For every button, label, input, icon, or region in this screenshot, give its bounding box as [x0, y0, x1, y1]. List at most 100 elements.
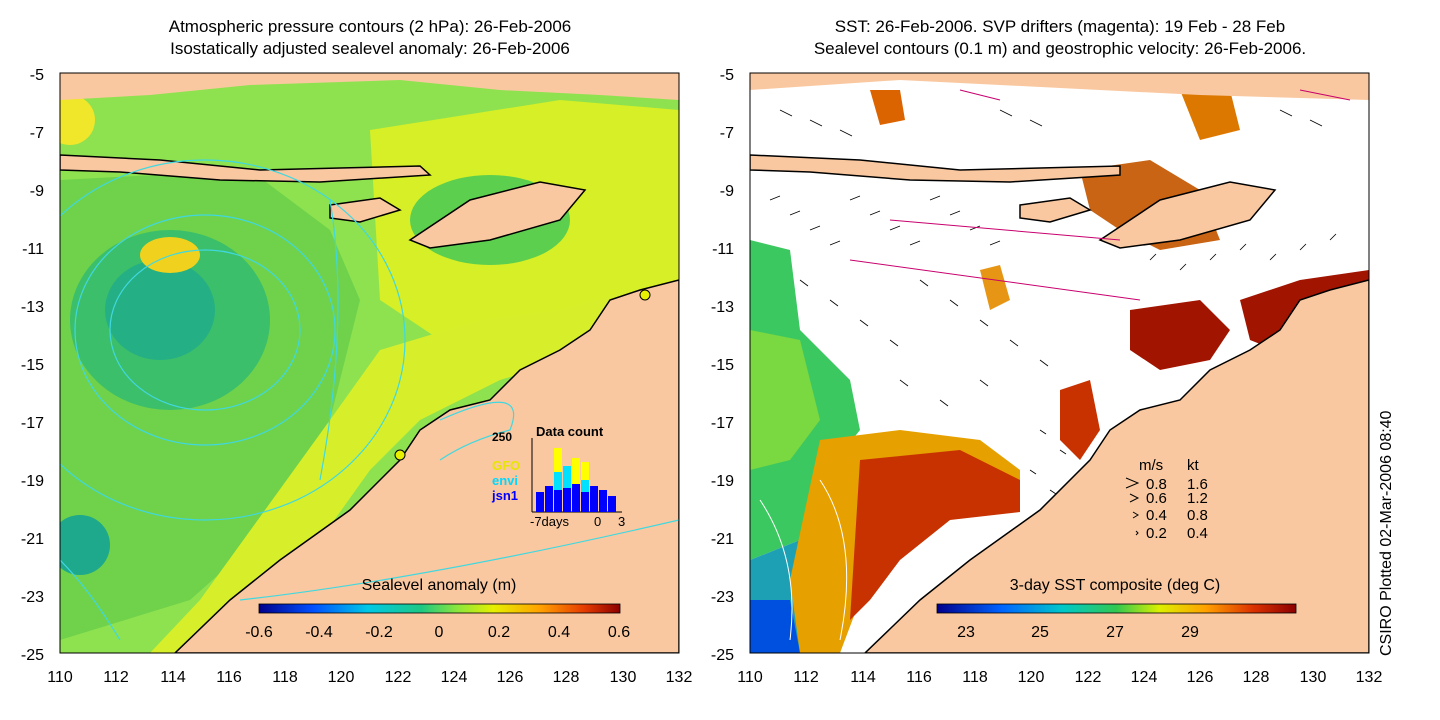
y-tick-label: -17 [21, 415, 44, 432]
y-tick-label: -21 [21, 531, 44, 548]
inset-legend-envi: envi [492, 473, 518, 488]
y-tick-label: -9 [30, 183, 44, 200]
inset-xtick-start: -7days [530, 514, 570, 529]
sla-colorbar-tick: 0 [435, 624, 444, 641]
timor-island-right [1098, 181, 1277, 249]
right-map-frame [749, 72, 1370, 654]
sst-mid-patch [980, 265, 1010, 310]
sealevel-contours [759, 479, 848, 641]
x-tick-label: 124 [1131, 669, 1158, 686]
y-tick-label: -19 [21, 473, 44, 490]
x-tick-label: 112 [793, 669, 819, 686]
sla-eddy-core [105, 260, 215, 360]
sla-colorbar: Sealevel anomaly (m) -0.6 -0.4 -0.2 0 0.… [245, 577, 630, 641]
sla-colorbar-tick: -0.2 [365, 624, 393, 641]
right-title-line1: SST: 26-Feb-2006. SVP drifters (magenta)… [834, 17, 1286, 36]
sla-north-high [60, 95, 95, 145]
x-tick-label: 118 [272, 669, 298, 686]
x-tick-label: 132 [1356, 669, 1383, 686]
svp-drifter-tracks [849, 89, 1351, 301]
y-tick-label: -5 [30, 67, 44, 84]
left-y-axis-labels: -5 -7 -9 -11 -13 -15 -17 -19 -21 -23 -25 [21, 67, 44, 664]
sst-southwest-coldest [750, 600, 800, 653]
y-tick-label: -17 [711, 415, 734, 432]
inset-legend-jsn1: jsn1 [491, 488, 518, 503]
speed-arrow-icon [1129, 493, 1140, 503]
x-tick-label: 110 [737, 669, 763, 686]
right-title-line2: Sealevel contours (0.1 m) and geostrophi… [813, 39, 1307, 58]
sst-colorbar: 3-day SST composite (deg C) 23 25 27 29 [936, 577, 1297, 641]
right-map-title: SST: 26-Feb-2006. SVP drifters (magenta)… [720, 16, 1400, 60]
sst-shelf-warm [850, 450, 1020, 620]
tide-gauge-marker [394, 449, 406, 461]
speed-kt-value: 0.8 [1187, 507, 1208, 524]
right-x-axis-labels: 110 112 114 116 118 120 122 124 126 128 … [737, 669, 1382, 686]
y-tick-label: -7 [30, 125, 44, 142]
data-count-inset: Data count 250 GFO envi jsn1 -7days 0 3 [491, 424, 625, 529]
x-tick-label: 130 [610, 669, 637, 686]
sealevel-anomaly-map [60, 73, 679, 653]
plot-credit-note: CSIRO Plotted 02-Mar-2006 08:40 [1378, 410, 1395, 656]
y-tick-label: -15 [21, 357, 44, 374]
java-land-right [750, 73, 1369, 100]
tide-gauge-marker [639, 289, 651, 301]
sla-colorbar-title: Sealevel anomaly (m) [362, 577, 517, 594]
x-tick-label: 126 [497, 669, 524, 686]
x-tick-label: 120 [328, 669, 355, 686]
sla-colorbar-tick: 0.4 [548, 624, 570, 641]
lesser-sunda-islands [60, 154, 432, 183]
speed-header-ms: m/s [1139, 457, 1163, 474]
x-tick-label: 112 [103, 669, 129, 686]
left-x-axis-labels: 110 112 114 116 118 120 122 124 126 128 … [47, 669, 692, 686]
sst-west-inner [750, 330, 820, 470]
y-tick-label: -7 [720, 125, 734, 142]
y-tick-label: -15 [711, 357, 734, 374]
sst-north-patch [870, 90, 905, 125]
y-tick-label: -25 [711, 647, 734, 664]
sst-colorbar-tick: 27 [1106, 624, 1124, 641]
left-map-frame [59, 72, 680, 654]
y-tick-label: -11 [712, 241, 734, 258]
speed-arrow-icon [1135, 530, 1139, 536]
y-tick-label: -23 [711, 589, 734, 606]
x-tick-label: 120 [1018, 669, 1045, 686]
sst-colorbar-tick: 29 [1181, 624, 1199, 641]
x-tick-label: 122 [385, 669, 412, 686]
left-title-line2: Isostatically adjusted sealevel anomaly:… [170, 39, 570, 58]
speed-ms-value: 0.8 [1146, 476, 1167, 493]
pressure-contours [60, 159, 679, 641]
y-tick-label: -13 [21, 299, 44, 316]
y-tick-label: -25 [21, 647, 44, 664]
sumba-island [329, 197, 402, 223]
x-tick-label: 124 [441, 669, 468, 686]
y-tick-label: -13 [711, 299, 734, 316]
x-tick-label: 128 [1243, 669, 1270, 686]
speed-ms-value: 0.6 [1146, 490, 1167, 507]
x-tick-label: 130 [1300, 669, 1327, 686]
y-tick-label: -19 [711, 473, 734, 490]
sst-colorbar-gradient [936, 603, 1297, 614]
velocity-speed-legend: m/s kt 0.8 1.6 0.6 1.2 0.4 0.8 0.2 0.4 [1125, 457, 1208, 542]
speed-ms-value: 0.2 [1146, 525, 1167, 542]
speed-header-kt: kt [1187, 457, 1200, 474]
sst-colorbar-tick: 23 [957, 624, 975, 641]
java-land [60, 73, 679, 100]
timor-island [408, 181, 587, 249]
x-tick-label: 110 [47, 669, 73, 686]
x-tick-label: 132 [666, 669, 693, 686]
sst-colorbar-tick: 25 [1031, 624, 1049, 641]
sla-colorbar-tick: 0.2 [488, 624, 510, 641]
sst-north-patch [1180, 90, 1240, 140]
sst-bonaparte-warm [1060, 380, 1100, 460]
inset-legend-gfo: GFO [492, 458, 520, 473]
speed-kt-value: 1.2 [1187, 490, 1208, 507]
speed-arrow-icon [1132, 511, 1139, 519]
sla-colorbar-gradient [258, 603, 621, 614]
speed-kt-value: 1.6 [1187, 476, 1208, 493]
x-tick-label: 128 [553, 669, 580, 686]
speed-arrow-icon [1125, 477, 1140, 489]
sst-colorbar-title: 3-day SST composite (deg C) [1010, 577, 1220, 594]
inset-bars [536, 448, 616, 512]
x-tick-label: 118 [962, 669, 988, 686]
